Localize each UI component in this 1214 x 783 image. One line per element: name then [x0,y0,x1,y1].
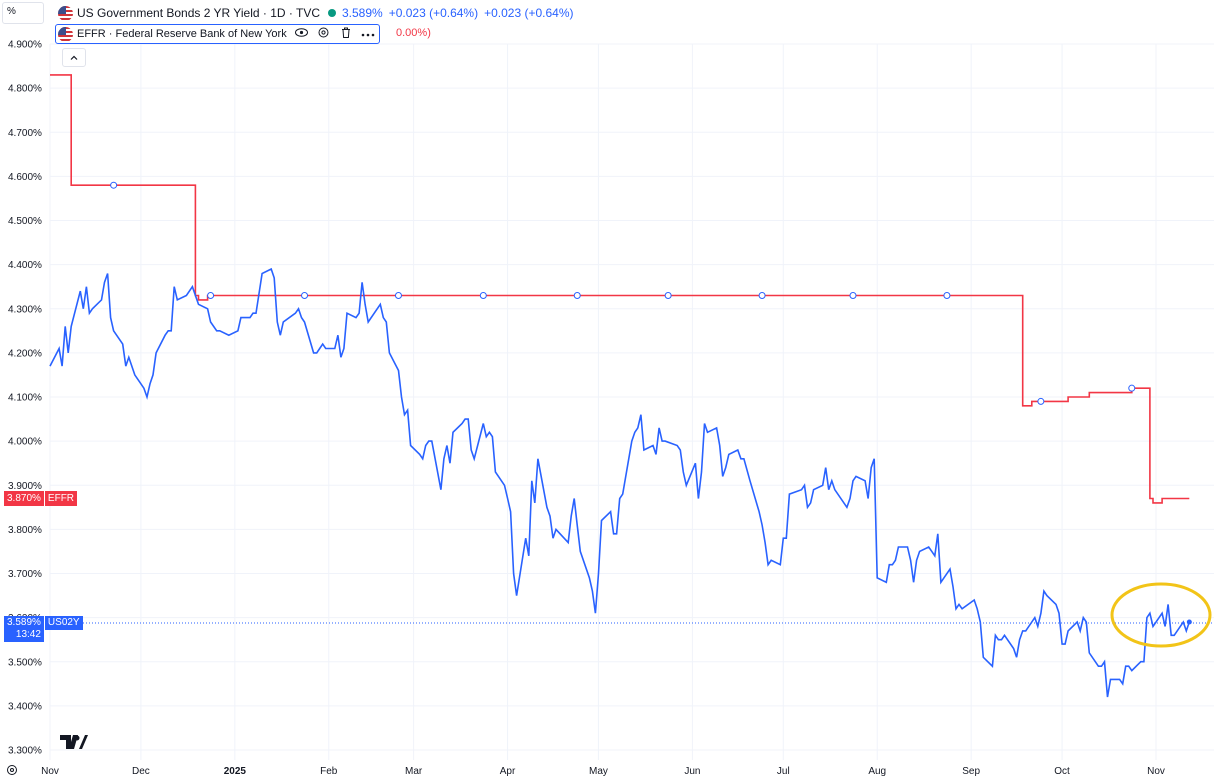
y-tick-label: 3.500% [8,657,42,668]
y-tick-label: 4.000% [8,437,42,448]
effr-marker [110,181,118,189]
grid-lines [49,43,1214,760]
effr-marker [1128,384,1136,392]
y-tick-label: 3.800% [8,525,42,536]
us02y-price-tag: 3.589% 13:42 US02Y [4,616,83,642]
x-tick-label: Apr [500,766,516,777]
y-tick-label: 3.900% [8,481,42,492]
us02y-countdown: 13:42 [15,629,41,640]
y-tick-label: 3.700% [8,569,42,580]
x-tick-label: Mar [405,766,423,777]
effr-marker [479,292,487,300]
effr-marker [664,292,672,300]
us02y-legend-change-pct: +0.023 (+0.64%) [484,6,574,20]
timezone-settings-icon[interactable] [6,764,18,779]
effr-marker [207,292,215,300]
effr-marker [1037,397,1045,405]
x-tick-label: Feb [320,766,338,777]
effr-marker [301,292,309,300]
y-tick-label: 3.300% [8,746,42,757]
us-flag-icon [58,26,73,42]
y-tick-label: 4.300% [8,304,42,315]
us02y-legend[interactable]: US Government Bonds 2 YR Yield · 1D · TV… [58,4,580,22]
us02y-legend-title: US Government Bonds 2 YR Yield · 1D · TV… [77,6,320,20]
x-tick-label: Nov [1147,766,1165,777]
tradingview-logo[interactable] [60,730,88,754]
y-tick-label: 4.500% [8,216,42,227]
effr-markers [110,181,1136,405]
last-price-dot [1186,619,1192,625]
us02y-legend-last: 3.589% [342,6,383,20]
y-tick-label: 4.200% [8,348,42,359]
us02y-price-value: 3.589% [7,617,41,628]
more-icon[interactable] [361,28,375,40]
y-tick-label: 4.900% [8,40,42,51]
effr-marker [943,292,951,300]
scale-mode-button[interactable]: % [2,2,44,24]
x-tick-label: Jun [684,766,700,777]
effr-legend-tail: 0.00%) [396,27,431,39]
y-tick-label: 4.600% [8,172,42,183]
effr-legend-title: EFFR · Federal Reserve Bank of New York [77,28,287,40]
y-tick-label: 4.400% [8,260,42,271]
collapse-legend-button[interactable] [62,48,86,67]
effr-legend[interactable]: EFFR · Federal Reserve Bank of New York [55,24,380,44]
market-open-icon [328,9,336,17]
x-tick-label: Nov [41,766,59,777]
effr-marker [758,292,766,300]
us02y-series-line[interactable] [49,267,1191,698]
y-tick-label: 4.700% [8,128,42,139]
x-tick-label: Oct [1054,766,1070,777]
y-axis: 4.900% 4.800% 4.700% 4.600% 4.500% 4.400% 4.30… [8,40,42,757]
effr-marker [573,292,581,300]
effr-price-name: EFFR [44,491,78,506]
settings-icon[interactable] [317,27,331,41]
effr-price-value: 3.870% [4,491,44,506]
trash-icon[interactable] [339,27,353,41]
us-flag-icon [58,5,73,21]
x-axis: Nov Dec 2025 Feb Mar Apr May Jun Jul Aug Sep Oct Nov [41,766,1165,777]
eye-icon[interactable] [295,28,309,40]
highlight-circle [1110,582,1212,648]
x-tick-label: May [589,766,608,777]
us02y-price-name: US02Y [44,616,83,630]
effr-price-tag: 3.870% EFFR [4,491,78,506]
x-tick-label: 2025 [224,766,247,777]
y-tick-label: 4.100% [8,393,42,404]
y-tick-label: 4.800% [8,84,42,95]
x-tick-label: Jul [777,766,790,777]
effr-marker [849,292,857,300]
x-tick-label: Aug [868,766,886,777]
effr-series-line[interactable] [50,74,1190,504]
effr-marker [394,292,402,300]
chevron-up-icon [70,55,78,60]
x-tick-label: Sep [962,766,980,777]
x-tick-label: Dec [132,766,150,777]
us02y-legend-change: +0.023 (+0.64%) [388,6,479,20]
scale-mode-label: % [7,6,16,17]
y-tick-label: 3.400% [8,701,42,712]
